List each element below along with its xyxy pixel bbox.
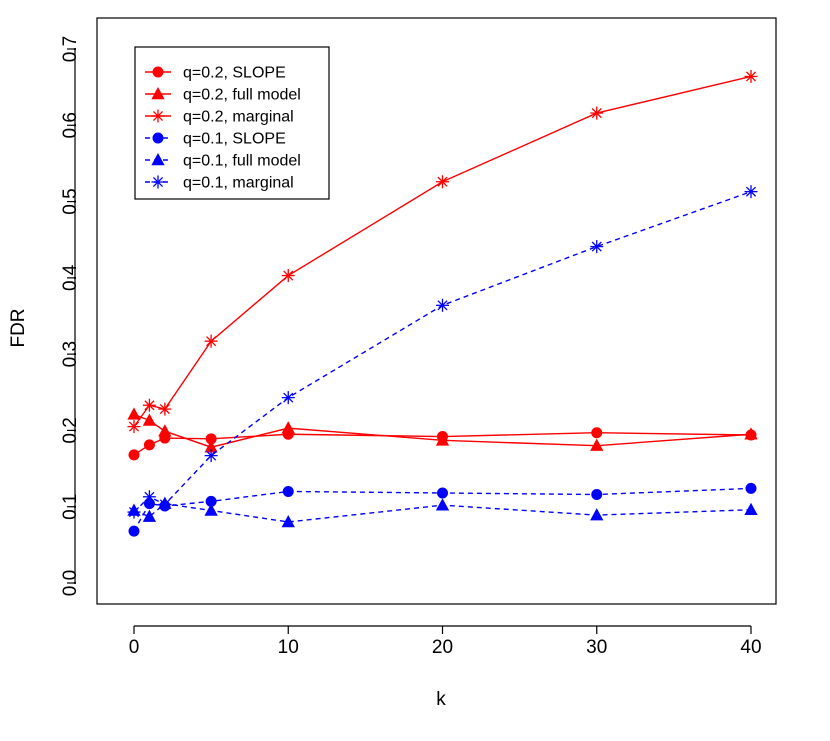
legend-item: q=0.1, SLOPE	[145, 131, 286, 148]
data-point	[435, 498, 450, 511]
legend-item: q=0.1, marginal	[145, 175, 294, 192]
data-point	[281, 391, 295, 405]
data-point	[205, 495, 217, 507]
y-tick-label: 0.6	[60, 112, 81, 138]
legend-marker	[151, 175, 165, 189]
y-tick-label: 0.7	[60, 36, 81, 62]
data-point	[437, 487, 448, 499]
legend-label: q=0.1, marginal	[183, 175, 294, 192]
series-5	[127, 496, 758, 528]
data-point	[204, 334, 218, 348]
data-point	[128, 525, 140, 537]
data-point	[128, 449, 140, 461]
data-point	[204, 449, 218, 463]
legend-marker	[151, 109, 165, 123]
legend-item: q=0.1, full model	[145, 153, 301, 170]
data-point	[204, 503, 218, 516]
data-point	[142, 509, 157, 522]
data-point	[142, 398, 156, 412]
data-point	[127, 505, 141, 519]
y-tick-label: 0.5	[60, 188, 81, 214]
data-point	[142, 490, 156, 504]
legend-label: q=0.1, full model	[183, 153, 301, 170]
data-point	[591, 427, 603, 439]
y-tick-label: 0.2	[60, 417, 81, 443]
y-axis-label: FDR	[8, 308, 29, 347]
data-point	[745, 482, 757, 494]
data-point	[282, 485, 294, 497]
axes: 0 10 20 30 40 0.0 0.1 0.2 0.3 0.4 0.5 0.6 0.7	[60, 17, 777, 658]
y-tick-label: 0.1	[60, 494, 81, 520]
data-point	[591, 489, 603, 501]
legend-item: q=0.2, marginal	[145, 109, 294, 126]
series-6	[127, 185, 758, 519]
y-tick-label: 0.3	[60, 341, 81, 367]
data-point	[158, 424, 172, 437]
data-point	[744, 502, 758, 516]
data-point	[204, 440, 218, 453]
x-tick-label: 10	[278, 637, 299, 658]
series-2	[127, 407, 758, 453]
data-point	[590, 438, 604, 451]
data-point	[744, 427, 758, 440]
legend-label: q=0.2, marginal	[183, 109, 294, 126]
data-point	[436, 175, 449, 189]
legend-item: q=0.2, SLOPE	[145, 65, 286, 82]
data-point	[142, 413, 157, 426]
series-line	[133, 487, 752, 532]
y-tick-label: 0.4	[60, 264, 81, 291]
data-point	[281, 269, 295, 283]
data-point	[744, 185, 758, 199]
x-tick-label: 30	[586, 637, 607, 658]
y-tick-label: 0.0	[60, 570, 81, 596]
x-axis-label: k	[436, 689, 446, 710]
legend-label: q=0.1, SLOPE	[183, 131, 286, 148]
data-point	[590, 508, 604, 521]
data-point	[158, 402, 172, 416]
x-tick-label: 0	[129, 637, 140, 658]
series-3	[127, 69, 758, 434]
series-line	[133, 190, 752, 513]
data-point	[281, 421, 295, 434]
data-point	[435, 433, 450, 446]
data-point	[281, 514, 295, 528]
legend-marker	[151, 87, 165, 100]
data-point	[436, 298, 449, 312]
legend-item: q=0.2, full model	[145, 87, 301, 104]
legend-marker	[152, 66, 164, 78]
legend: q=0.2, SLOPE q=0.2, full model q=0.2, marg…	[134, 46, 330, 200]
legend-label: q=0.2, full model	[183, 87, 301, 104]
data-point	[744, 69, 758, 83]
plot-frame	[96, 17, 777, 605]
data-point	[590, 240, 604, 254]
data-point	[205, 433, 217, 445]
legend-marker	[151, 153, 165, 166]
data-point	[143, 498, 155, 510]
series-layer	[127, 69, 758, 537]
data-point	[127, 420, 141, 434]
data-point	[143, 439, 155, 451]
x-tick-label: 40	[740, 637, 761, 658]
data-point	[158, 497, 172, 511]
legend-label: q=0.2, SLOPE	[183, 65, 286, 82]
data-point	[590, 106, 604, 120]
data-point	[127, 407, 141, 420]
x-tick-label: 20	[432, 637, 453, 658]
legend-marker	[152, 132, 164, 144]
